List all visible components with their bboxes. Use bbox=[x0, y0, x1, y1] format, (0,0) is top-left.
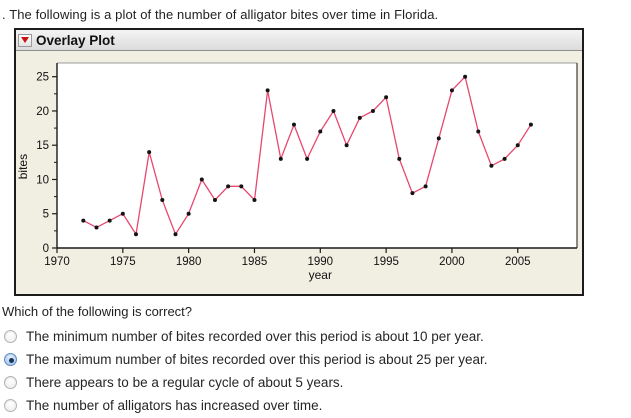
svg-text:20: 20 bbox=[36, 106, 49, 118]
question-intro-text: . The following is a plot of the number … bbox=[2, 7, 439, 22]
option-minimum-bites[interactable]: The minimum number of bites recorded ove… bbox=[2, 325, 631, 348]
svg-text:year: year bbox=[309, 268, 332, 282]
option-alligators-increased[interactable]: The number of alligators has increased o… bbox=[2, 394, 631, 417]
svg-text:5: 5 bbox=[43, 209, 49, 221]
svg-text:1995: 1995 bbox=[373, 256, 399, 268]
svg-text:bites: bites bbox=[16, 154, 30, 179]
overlay-plot-panel: Overlay Plot 0 5 10 15 20 25 1970 1975 1980 1985 1… bbox=[14, 28, 584, 296]
svg-text:1980: 1980 bbox=[176, 256, 202, 268]
svg-text:15: 15 bbox=[36, 140, 49, 152]
radio-button[interactable] bbox=[4, 399, 17, 412]
disclosure-triangle-button[interactable] bbox=[18, 33, 32, 47]
svg-text:0: 0 bbox=[43, 243, 49, 255]
svg-text:2000: 2000 bbox=[439, 256, 465, 268]
svg-text:10: 10 bbox=[36, 174, 49, 186]
option-label: The maximum number of bites recorded ove… bbox=[26, 352, 488, 367]
radio-button[interactable] bbox=[4, 376, 17, 389]
svg-text:2005: 2005 bbox=[505, 256, 531, 268]
option-label: The number of alligators has increased o… bbox=[26, 398, 323, 413]
option-label: There appears to be a regular cycle of a… bbox=[26, 375, 344, 390]
panel-title: Overlay Plot bbox=[36, 32, 115, 48]
option-label: The minimum number of bites recorded ove… bbox=[26, 329, 484, 344]
radio-button[interactable] bbox=[4, 353, 17, 366]
bites-over-time-line-chart: 0 5 10 15 20 25 1970 1975 1980 1985 1990 1995 2000 20… bbox=[16, 62, 578, 282]
svg-text:25: 25 bbox=[36, 72, 49, 84]
svg-text:1990: 1990 bbox=[307, 256, 333, 268]
radio-button[interactable] bbox=[4, 330, 17, 343]
svg-text:1970: 1970 bbox=[44, 256, 70, 268]
answer-options: The minimum number of bites recorded ove… bbox=[0, 323, 631, 417]
svg-text:1975: 1975 bbox=[110, 256, 136, 268]
overlay-plot-chart: 0 5 10 15 20 25 1970 1975 1980 1985 1990 1995 2000 20… bbox=[16, 51, 582, 294]
option-maximum-bites[interactable]: The maximum number of bites recorded ove… bbox=[2, 348, 631, 371]
option-regular-cycle[interactable]: There appears to be a regular cycle of a… bbox=[2, 371, 631, 394]
svg-text:1985: 1985 bbox=[242, 256, 268, 268]
question-prompt: Which of the following is correct? bbox=[2, 304, 193, 319]
red-triangle-down-icon bbox=[21, 37, 29, 43]
overlay-plot-header: Overlay Plot bbox=[16, 30, 582, 51]
